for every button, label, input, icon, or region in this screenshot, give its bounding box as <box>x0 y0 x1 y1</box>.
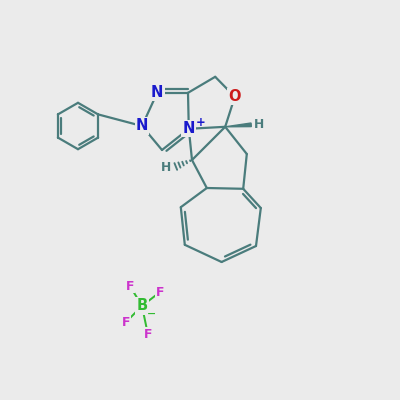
Text: −: − <box>147 309 157 319</box>
Polygon shape <box>225 123 251 127</box>
Text: B: B <box>136 298 148 314</box>
Text: +: + <box>196 116 206 129</box>
Text: N: N <box>136 118 148 134</box>
Text: O: O <box>228 89 241 104</box>
Text: F: F <box>126 280 134 292</box>
Text: F: F <box>144 328 152 341</box>
Text: H: H <box>254 118 264 131</box>
Text: H: H <box>161 161 171 174</box>
Text: N: N <box>183 121 195 136</box>
Text: F: F <box>156 286 164 298</box>
Text: N: N <box>151 85 163 100</box>
Text: F: F <box>122 316 130 328</box>
